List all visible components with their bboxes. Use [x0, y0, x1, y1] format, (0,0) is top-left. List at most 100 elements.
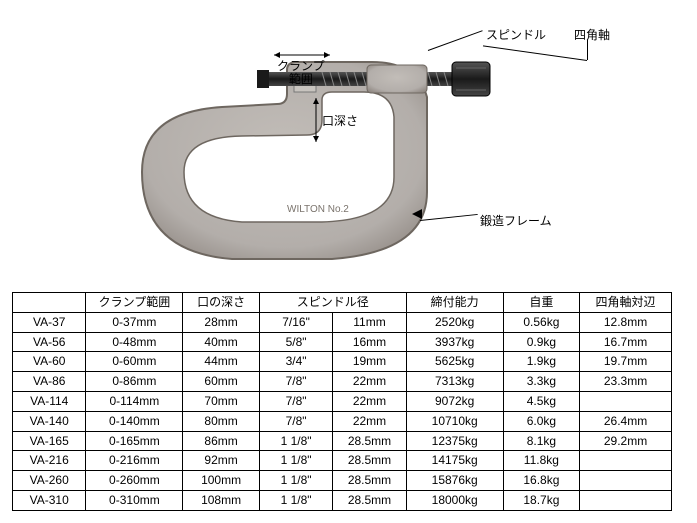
- table-cell: 23.3mm: [580, 372, 672, 392]
- table-cell: 11.8kg: [503, 451, 580, 471]
- table-cell: 3937kg: [406, 332, 503, 352]
- arrowhead-forged: [412, 207, 426, 221]
- table-cell: VA-37: [13, 312, 86, 332]
- table-row: VA-370-37mm28mm7/16"11mm2520kg0.56kg12.8…: [13, 312, 672, 332]
- table-cell: 1 1/8": [259, 451, 332, 471]
- table-cell: 0-165mm: [86, 431, 183, 451]
- line-square-shank-v: [587, 40, 588, 60]
- table-row: VA-2160-216mm92mm1 1/8"28.5mm14175kg11.8…: [13, 451, 672, 471]
- brand-text: WILTON No.2: [287, 204, 349, 215]
- table-cell: 28mm: [183, 312, 260, 332]
- table-cell: 7313kg: [406, 372, 503, 392]
- table-cell: 16mm: [333, 332, 406, 352]
- th-square-af: 四角軸対辺: [580, 293, 672, 313]
- th-blank: [13, 293, 86, 313]
- label-square-shank: 四角軸: [574, 26, 610, 43]
- table-cell: 0-60mm: [86, 352, 183, 372]
- table-cell: 22mm: [333, 391, 406, 411]
- table-cell: 10710kg: [406, 411, 503, 431]
- table-cell: 7/8": [259, 372, 332, 392]
- table-cell: 22mm: [333, 372, 406, 392]
- table-cell: 4.5kg: [503, 391, 580, 411]
- table-cell: 7/8": [259, 411, 332, 431]
- clamp-diagram: WILTON No.2 クランプ範囲 口深さ スピンドル 四角軸 鍛造フレーム: [12, 12, 672, 292]
- table-cell: VA-56: [13, 332, 86, 352]
- label-spindle: スピンドル: [486, 26, 546, 43]
- table-cell: VA-60: [13, 352, 86, 372]
- table-cell: 86mm: [183, 431, 260, 451]
- table-cell: VA-216: [13, 451, 86, 471]
- table-cell: 0.9kg: [503, 332, 580, 352]
- table-row: VA-860-86mm60mm7/8"22mm7313kg3.3kg23.3mm: [13, 372, 672, 392]
- table-cell: 0-37mm: [86, 312, 183, 332]
- table-cell: 28.5mm: [333, 431, 406, 451]
- table-row: VA-1650-165mm86mm1 1/8"28.5mm12375kg8.1k…: [13, 431, 672, 451]
- table-cell: 0-216mm: [86, 451, 183, 471]
- table-cell: 5/8": [259, 332, 332, 352]
- dim-throat-arrow: [309, 96, 323, 144]
- table-cell: 9072kg: [406, 391, 503, 411]
- table-row: VA-1140-114mm70mm7/8"22mm9072kg4.5kg: [13, 391, 672, 411]
- table-cell: 0.56kg: [503, 312, 580, 332]
- table-cell: 19mm: [333, 352, 406, 372]
- table-cell: 28.5mm: [333, 490, 406, 510]
- table-cell: 16.8kg: [503, 471, 580, 491]
- table-cell: 15876kg: [406, 471, 503, 491]
- table-row: VA-560-48mm40mm5/8"16mm3937kg0.9kg16.7mm: [13, 332, 672, 352]
- table-cell: 29.2mm: [580, 431, 672, 451]
- spec-table: クランプ範囲 口の深さ スピンドル径 締付能力 自重 四角軸対辺 VA-370-…: [12, 292, 672, 511]
- label-throat-depth: 口深さ: [322, 112, 358, 129]
- table-cell: VA-86: [13, 372, 86, 392]
- table-cell: 44mm: [183, 352, 260, 372]
- table-cell: VA-114: [13, 391, 86, 411]
- table-cell: 0-48mm: [86, 332, 183, 352]
- table-cell: 100mm: [183, 471, 260, 491]
- table-cell: 1 1/8": [259, 490, 332, 510]
- table-cell: 60mm: [183, 372, 260, 392]
- table-cell: [580, 471, 672, 491]
- table-row: VA-600-60mm44mm3/4"19mm5625kg1.9kg19.7mm: [13, 352, 672, 372]
- table-cell: 0-140mm: [86, 411, 183, 431]
- table-cell: 92mm: [183, 451, 260, 471]
- table-row: VA-1400-140mm80mm7/8"22mm10710kg6.0kg26.…: [13, 411, 672, 431]
- th-clamping-force: 締付能力: [406, 293, 503, 313]
- table-cell: [580, 490, 672, 510]
- table-cell: 1 1/8": [259, 431, 332, 451]
- table-cell: 7/16": [259, 312, 332, 332]
- table-cell: 19.7mm: [580, 352, 672, 372]
- table-cell: VA-310: [13, 490, 86, 510]
- table-cell: 0-310mm: [86, 490, 183, 510]
- table-cell: 2520kg: [406, 312, 503, 332]
- table-cell: 8.1kg: [503, 431, 580, 451]
- table-cell: 70mm: [183, 391, 260, 411]
- table-cell: 12.8mm: [580, 312, 672, 332]
- th-weight: 自重: [503, 293, 580, 313]
- label-forged-frame: 鍛造フレーム: [480, 212, 552, 229]
- table-cell: 26.4mm: [580, 411, 672, 431]
- th-throat-depth: 口の深さ: [183, 293, 260, 313]
- table-cell: 18.7kg: [503, 490, 580, 510]
- table-cell: 28.5mm: [333, 451, 406, 471]
- label-clamp-range: クランプ範囲: [277, 60, 325, 86]
- table-cell: 7/8": [259, 391, 332, 411]
- table-cell: 108mm: [183, 490, 260, 510]
- table-cell: 22mm: [333, 411, 406, 431]
- table-header-row: クランプ範囲 口の深さ スピンドル径 締付能力 自重 四角軸対辺: [13, 293, 672, 313]
- table-cell: VA-260: [13, 471, 86, 491]
- table-cell: 1 1/8": [259, 471, 332, 491]
- th-spindle-dia: スピンドル径: [259, 293, 406, 313]
- table-cell: 3/4": [259, 352, 332, 372]
- table-cell: 1.9kg: [503, 352, 580, 372]
- table-cell: 5625kg: [406, 352, 503, 372]
- table-cell: 6.0kg: [503, 411, 580, 431]
- th-clamp-range: クランプ範囲: [86, 293, 183, 313]
- table-cell: 0-260mm: [86, 471, 183, 491]
- table-cell: 40mm: [183, 332, 260, 352]
- table-cell: 16.7mm: [580, 332, 672, 352]
- table-cell: 14175kg: [406, 451, 503, 471]
- table-cell: 12375kg: [406, 431, 503, 451]
- table-cell: [580, 391, 672, 411]
- table-row: VA-2600-260mm100mm1 1/8"28.5mm15876kg16.…: [13, 471, 672, 491]
- table-cell: 80mm: [183, 411, 260, 431]
- table-cell: 3.3kg: [503, 372, 580, 392]
